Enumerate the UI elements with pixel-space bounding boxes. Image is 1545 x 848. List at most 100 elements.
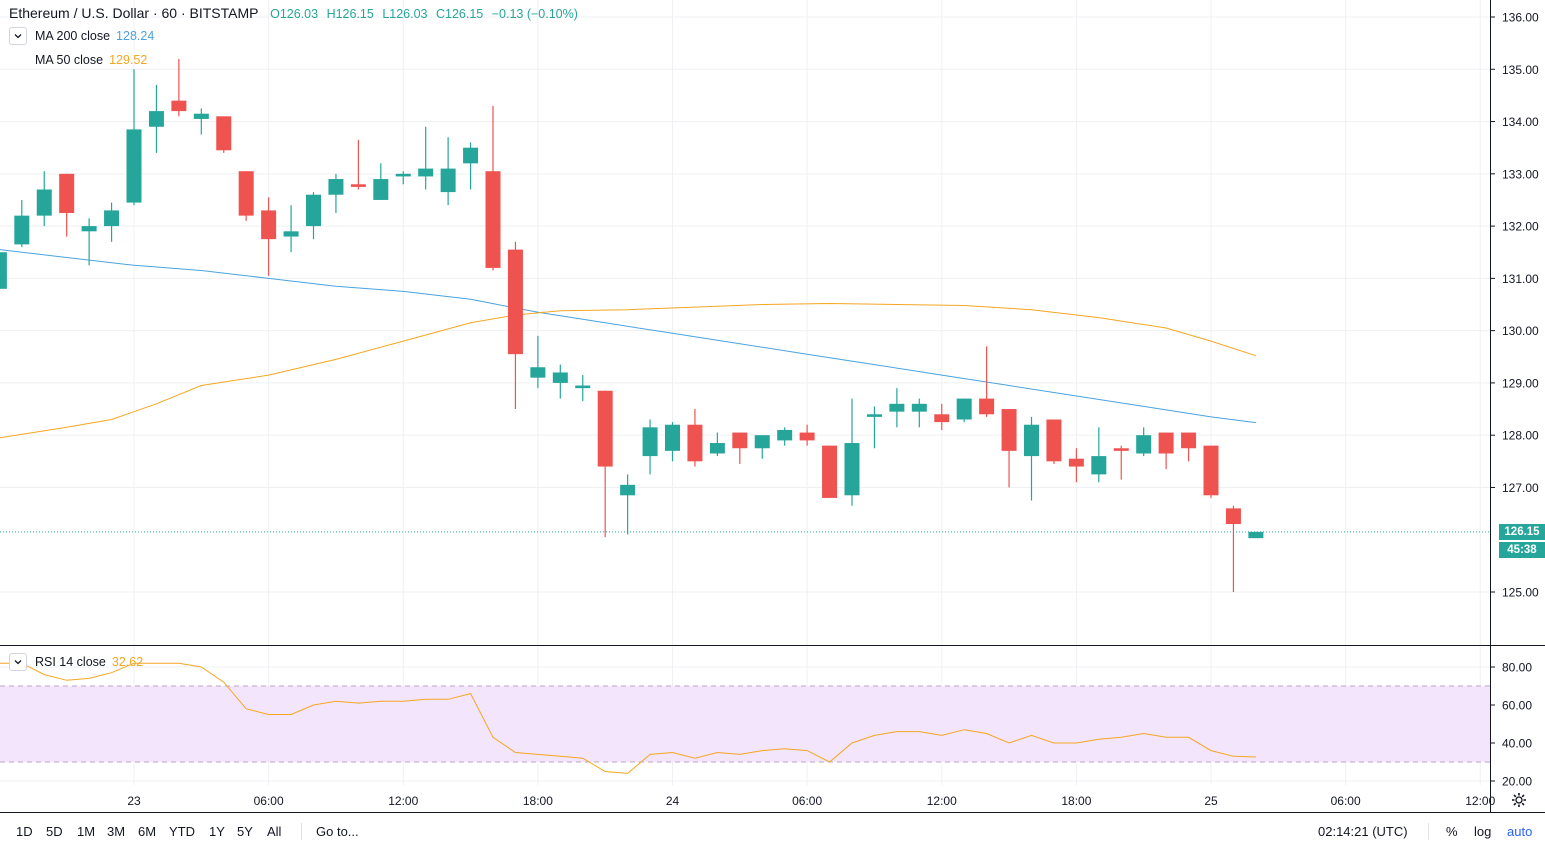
candle[interactable] <box>373 163 389 200</box>
candle-body <box>193 113 209 119</box>
symbol-header: Ethereum / U.S. Dollar · 60 · BITSTAMP O… <box>9 5 583 21</box>
candle[interactable] <box>507 241 523 410</box>
timeframe-3m[interactable]: 3M <box>107 824 126 839</box>
candle[interactable] <box>0 247 7 294</box>
symbol-title[interactable]: Ethereum / U.S. Dollar · 60 · BITSTAMP <box>9 5 259 21</box>
candle[interactable] <box>1046 419 1062 464</box>
candle-body <box>1248 531 1264 539</box>
candle-body <box>1024 424 1039 457</box>
candle-body <box>1046 419 1062 462</box>
candle[interactable] <box>485 105 501 271</box>
candle[interactable] <box>799 424 815 446</box>
rsi-axis[interactable]: 80.00 60.00 40.00 20.00 <box>1490 661 1532 789</box>
candle[interactable] <box>575 375 591 402</box>
candle[interactable] <box>126 69 142 206</box>
candle[interactable] <box>350 139 366 190</box>
timeframe-1m[interactable]: 1M <box>77 824 96 839</box>
candle-body <box>126 129 142 203</box>
candle[interactable] <box>306 192 321 240</box>
candle[interactable] <box>866 406 882 449</box>
candle-body <box>1091 456 1107 475</box>
candle[interactable] <box>1225 505 1241 592</box>
log-toggle[interactable]: log <box>1474 824 1492 839</box>
candle[interactable] <box>171 58 187 117</box>
candle[interactable] <box>709 432 725 457</box>
price-axis[interactable]: 136.00 135.00 134.00 133.00 132.00 131.00 130.… <box>1490 11 1539 600</box>
candle[interactable] <box>193 108 209 135</box>
candle-body <box>171 100 187 112</box>
candle[interactable] <box>1113 445 1129 480</box>
candle[interactable] <box>104 202 120 242</box>
candle[interactable] <box>665 422 680 462</box>
candle[interactable] <box>14 199 30 247</box>
candle[interactable] <box>732 432 748 464</box>
candle[interactable] <box>261 197 277 276</box>
candle[interactable] <box>777 427 793 446</box>
timeframe-ytd[interactable]: YTD <box>169 824 195 839</box>
candle[interactable] <box>36 171 52 227</box>
candle[interactable] <box>418 126 434 190</box>
chevron-down-icon[interactable] <box>9 653 27 671</box>
time-tick-label: 12:00 <box>1465 794 1495 808</box>
candle[interactable] <box>822 445 838 498</box>
candle[interactable] <box>59 173 75 237</box>
ma200-label[interactable]: MA 200 close <box>35 29 111 43</box>
timeframe-1y[interactable]: 1Y <box>209 824 225 839</box>
candle[interactable] <box>1091 427 1107 483</box>
percent-toggle[interactable]: % <box>1446 824 1458 839</box>
chevron-down-icon[interactable] <box>9 27 27 45</box>
candle[interactable] <box>530 335 546 389</box>
candle-body <box>507 249 523 355</box>
gear-icon[interactable] <box>1510 791 1528 809</box>
candle[interactable] <box>1001 409 1017 488</box>
candle-body <box>283 231 299 237</box>
candle[interactable] <box>1248 531 1264 539</box>
candle[interactable] <box>552 364 568 399</box>
rsi-label[interactable]: RSI 14 close <box>35 655 106 669</box>
candle[interactable] <box>979 346 995 417</box>
candle[interactable] <box>1203 445 1219 498</box>
candle[interactable] <box>395 171 411 185</box>
candle[interactable] <box>597 390 613 538</box>
candle-body <box>306 194 321 227</box>
candle-body <box>261 210 277 240</box>
candle[interactable] <box>216 116 232 153</box>
candle-body <box>866 414 882 417</box>
candle[interactable] <box>911 398 927 428</box>
goto-button[interactable]: Go to... <box>316 824 359 839</box>
candle[interactable] <box>687 409 703 467</box>
candle[interactable] <box>328 173 344 214</box>
price-tick-label: 131.00 <box>1502 272 1539 286</box>
candle[interactable] <box>620 474 636 535</box>
candle[interactable] <box>1181 432 1197 462</box>
candle[interactable] <box>238 171 254 221</box>
ma50-label[interactable]: MA 50 close <box>35 53 104 67</box>
candle[interactable] <box>463 142 479 190</box>
time-axis[interactable]: 002306:0012:0018:002406:0012:0018:002506… <box>0 794 1496 808</box>
timeframe-5y[interactable]: 5Y <box>237 824 253 839</box>
candle-body <box>463 147 479 164</box>
candle[interactable] <box>889 388 905 428</box>
candle[interactable] <box>148 84 164 153</box>
candle[interactable] <box>81 218 97 266</box>
candle[interactable] <box>934 403 950 430</box>
candle[interactable] <box>956 398 972 423</box>
timeframe-5d[interactable]: 5D <box>46 824 63 839</box>
timeframe-all[interactable]: All <box>267 824 282 839</box>
candle-body <box>1181 432 1197 449</box>
candle[interactable] <box>1024 416 1039 501</box>
candle[interactable] <box>283 205 299 253</box>
auto-toggle[interactable]: auto <box>1507 824 1533 839</box>
candle[interactable] <box>754 435 770 459</box>
timeframe-1d[interactable]: 1D <box>16 824 33 839</box>
candle[interactable] <box>1136 427 1152 457</box>
candle[interactable] <box>1068 448 1084 483</box>
candle[interactable] <box>642 419 658 475</box>
candle[interactable] <box>844 398 860 506</box>
candle[interactable] <box>1158 432 1174 470</box>
utc-clock[interactable]: 02:14:21 (UTC) <box>1318 824 1408 839</box>
candle-body <box>148 111 164 127</box>
candle[interactable] <box>440 137 456 206</box>
timeframe-6m[interactable]: 6M <box>138 824 157 839</box>
